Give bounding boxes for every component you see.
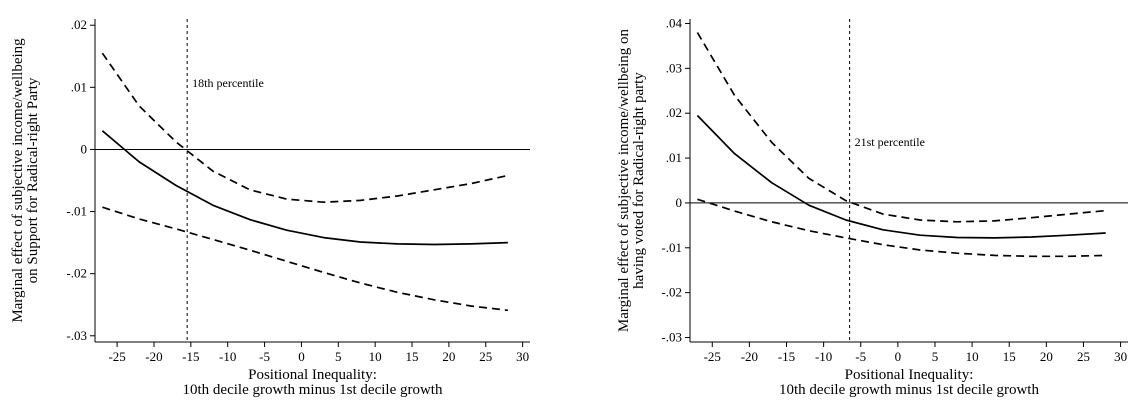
right-chart-panel: -.03 -.02 -.01 0 .01 .02 .03 .04 -25 -20 -15 -10 -5 0… — [616, 15, 1128, 398]
x-tick-label: -5 — [855, 349, 866, 364]
y-tick-label: 0 — [81, 141, 88, 156]
marginal-effect-line — [101, 130, 508, 246]
y-axis-title-line: on Support for Radical-right Party — [25, 77, 41, 283]
x-tick-label: 30 — [1114, 349, 1127, 364]
x-axis-title-line: Positional Inequality: — [248, 367, 377, 383]
upper-ci-line — [101, 52, 509, 204]
y-axis-title-line: Marginal effect of subjective income/wel… — [10, 38, 26, 323]
marginal-effect-line — [696, 114, 1106, 239]
y-tick-label: .01 — [666, 150, 682, 165]
percentile-annotation: 21st percentile — [855, 135, 925, 149]
x-tick-label: 0 — [298, 349, 305, 364]
x-tick-label: 25 — [479, 349, 492, 364]
x-tick-label: -25 — [704, 349, 721, 364]
y-tick-label: -.01 — [66, 204, 87, 219]
y-tick-label: -.03 — [661, 330, 682, 345]
y-axis-title-line: having voted for Radical-right party — [631, 72, 647, 289]
lower-ci-line — [102, 206, 508, 312]
x-tick-label: 5 — [932, 349, 939, 364]
y-tick-label: -.01 — [661, 240, 682, 255]
x-tick-label: -15 — [182, 349, 199, 364]
x-tick-label: -15 — [778, 349, 795, 364]
y-tick-label: -.03 — [66, 328, 87, 343]
y-tick-label: .02 — [666, 105, 682, 120]
x-tick-label: 20 — [442, 349, 455, 364]
y-tick-label: .04 — [666, 15, 683, 30]
x-tick-label: 15 — [406, 349, 419, 364]
x-tick-label: 0 — [895, 349, 902, 364]
lower-ci-line — [697, 198, 1106, 258]
y-axis-title-line: Marginal effect of subjective income/wel… — [616, 28, 632, 332]
x-tick-label: 10 — [369, 349, 382, 364]
y-tick-label: .02 — [71, 17, 87, 32]
x-tick-label: -25 — [108, 349, 125, 364]
x-tick-label: 10 — [966, 349, 979, 364]
x-axis-title-line: 10th decile growth minus 1st decile grow… — [779, 382, 1039, 398]
x-tick-label: -10 — [815, 349, 832, 364]
x-tick-label: 30 — [516, 349, 529, 364]
x-tick-label: -20 — [741, 349, 758, 364]
upper-ci-line — [696, 32, 1106, 223]
x-tick-label: 20 — [1040, 349, 1053, 364]
y-tick-label: -.02 — [661, 285, 682, 300]
x-tick-label: -20 — [145, 349, 162, 364]
y-tick-label: 0 — [676, 195, 683, 210]
y-tick-label: .01 — [71, 79, 87, 94]
x-axis-title-line: Positional Inequality: — [845, 367, 974, 383]
x-tick-label: 25 — [1077, 349, 1090, 364]
x-tick-label: 15 — [1003, 349, 1016, 364]
y-tick-label: -.02 — [66, 266, 87, 281]
x-tick-label: 5 — [335, 349, 342, 364]
percentile-annotation: 18th percentile — [192, 76, 264, 90]
x-axis-title-line: 10th decile growth minus 1st decile grow… — [183, 382, 443, 398]
x-tick-label: -10 — [219, 349, 236, 364]
left-chart-panel: -.03 -.02 -.01 0 .01 .02 -25 -20 -15 -10 -5 0 5 10 15 2… — [10, 17, 530, 398]
y-tick-label: .03 — [666, 60, 682, 75]
x-tick-label: -5 — [259, 349, 270, 364]
